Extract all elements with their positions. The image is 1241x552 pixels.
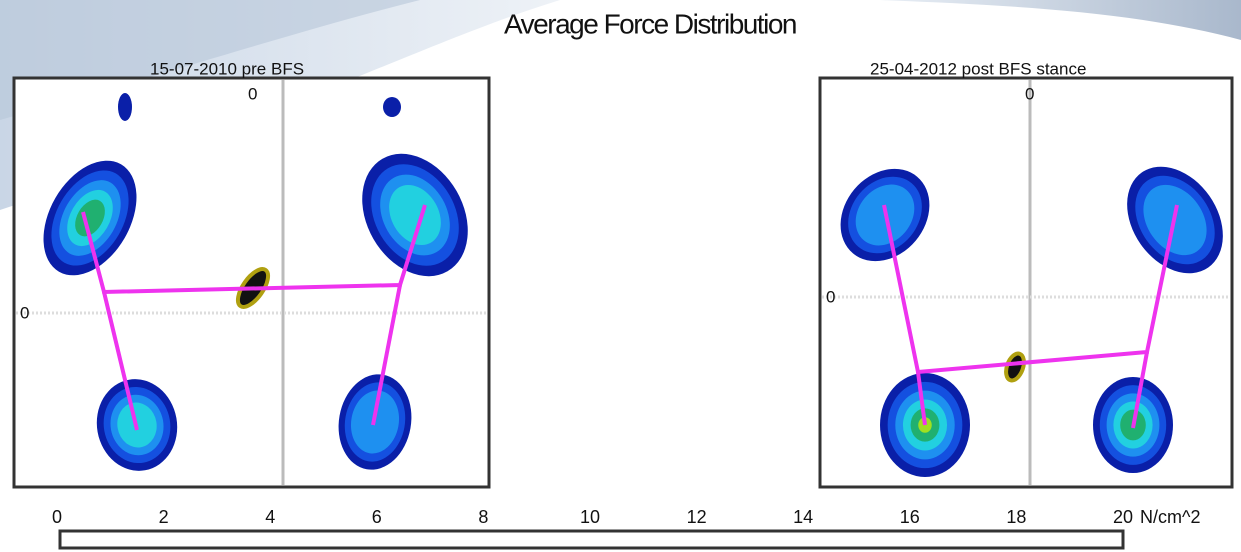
title: Average Force Distribution (504, 8, 796, 39)
scale-tick-label: 14 (793, 507, 813, 527)
pressure-contour (118, 93, 132, 121)
scale-tick-label: 0 (52, 507, 62, 527)
scale-tick-label: 12 (687, 507, 707, 527)
background-wave (880, 0, 1241, 40)
scale-tick-label: 10 (580, 507, 600, 527)
axis-label: 0 (826, 287, 835, 306)
axis-label: 0 (20, 303, 29, 322)
scale-tick-label: 18 (1006, 507, 1026, 527)
scale-tick-label: 2 (159, 507, 169, 527)
figure: Average Force Distribution 15-07-2010 pr… (0, 0, 1241, 552)
scale-unit: N/cm^2 (1140, 507, 1200, 527)
scale-tick-label: 8 (478, 507, 488, 527)
scale-tick-label: 4 (265, 507, 275, 527)
panel-label: 25-04-2012 post BFS stance (870, 59, 1086, 78)
axis-label: 0 (248, 84, 257, 103)
axis-label: 0 (1025, 84, 1034, 103)
scale-tick-label: 16 (900, 507, 920, 527)
color-scale (60, 531, 1123, 548)
scale-tick-label: 6 (372, 507, 382, 527)
scale-tick-label: 20 (1113, 507, 1133, 527)
panel-label: 15-07-2010 pre BFS (150, 59, 304, 78)
pressure-contour (383, 97, 401, 117)
